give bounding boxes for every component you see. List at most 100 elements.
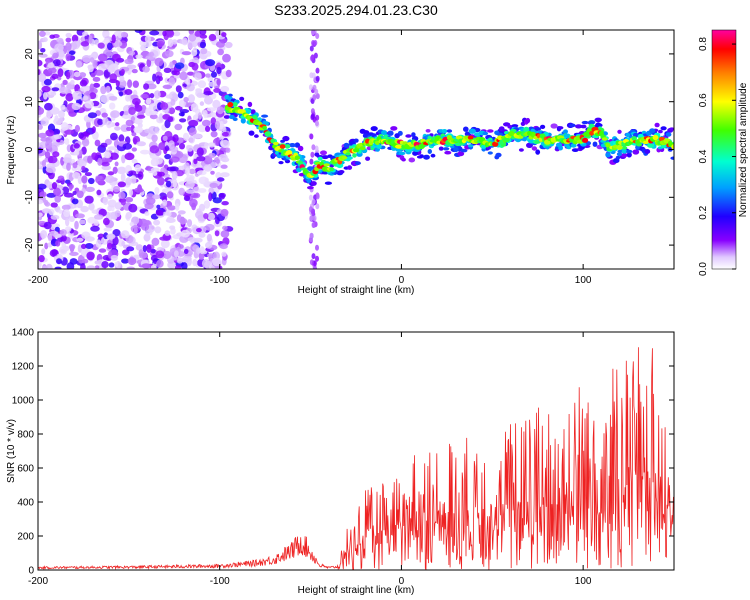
spectrogram-cell [47,67,57,74]
spectrogram-cell [518,148,524,152]
spectrogram-cell [118,191,126,199]
spectrogram-cell [144,35,151,43]
spectrogram-cell [54,115,59,122]
spectrogram-cell [117,166,127,175]
spectrogram-cell [309,158,314,165]
spectrogram-cell [224,41,233,49]
spectrogram-cell [135,104,143,112]
spectrogram-cell [179,118,187,123]
spectrogram-cell [148,110,158,116]
spectrogram-cell [395,144,403,149]
spectrogram-cell [216,66,222,75]
spectrogram-cell [174,123,183,131]
spectrogram-cell [314,120,319,127]
spectrogram-cell [626,152,632,158]
spectrogram-cell [107,199,117,208]
spectrogram-cell [203,155,213,165]
spectrogram-cell [89,83,95,92]
spectrogram-cell [492,141,499,147]
spectrogram-cell [320,150,327,156]
spectrogram-cell [94,69,104,76]
spectrogram-cell [288,143,296,148]
spectrogram-cell [152,171,158,177]
spectrogram-cell [164,230,171,236]
spectrogram-cell [232,117,238,122]
spectrogram-cell [65,93,74,102]
spectrogram-cell [644,149,651,154]
spectrogram-cell [168,77,176,86]
spectrogram-cell [118,134,125,143]
spectrogram-cell [71,198,79,205]
spectrogram-cell [387,130,394,136]
x-tick-label: 0 [399,275,405,286]
spectrogram-cell [72,191,77,195]
spectrogram-cell [222,126,227,133]
spectrogram-cell [142,245,147,253]
spectrogram-cell [44,242,49,250]
spectrogram-cell [164,30,174,37]
spectrogram-cell [617,129,622,134]
spectrogram-cell [38,53,48,58]
spectrogram-cell [170,98,176,106]
spectrogram-cell [117,79,127,88]
spectrogram-cell [310,108,315,115]
spectrogram-cell [58,110,65,119]
spectrogram-cell [394,133,400,139]
spectrogram-cell [103,227,113,232]
spectrogram-cell [616,152,623,157]
spectrogram-cell [134,164,142,172]
spectrogram-cell [143,83,150,90]
spectrogram-cell [109,73,117,82]
spectrogram-cell [208,187,214,194]
spectrogram-cell [162,30,167,37]
spectrogram-cell [167,205,177,211]
spectrogram-cell [211,71,217,78]
spectrogram-cell [401,157,406,162]
spectrogram-cell [503,137,510,143]
spectrogram-cell [97,157,103,166]
spectrogram-cell [254,134,259,138]
spectrogram-cell [86,251,95,261]
spectrogram-cell [134,30,143,33]
spectrogram-cell [68,244,76,250]
spectrogram-cell [539,133,546,139]
spectrogram-cell [66,144,72,153]
snr-series-line [38,347,674,570]
spectrogram-cell [64,138,70,145]
spectrogram-cell [199,246,205,255]
spectrogram-cell [197,112,202,120]
spectrogram-cell [55,240,61,247]
spectrogram-xlabel: Height of straight line (km) [298,285,415,296]
x-tick-label: 100 [575,275,592,286]
spectrogram-cell [193,237,203,243]
spectrogram-cell [649,128,656,134]
spectrogram-cell [110,211,117,220]
spectrogram-cell [208,192,213,202]
spectrogram-cell [100,142,108,148]
spectrogram-cell [95,239,102,248]
spectrogram-cell [314,145,319,152]
spectrogram-cell [167,38,174,48]
spectrogram-cell [160,239,170,249]
spectrogram-cell [309,45,314,52]
spectrogram-cell [170,156,180,163]
spectrogram-cell [122,143,133,150]
spectrogram-cell [65,42,72,51]
spectrogram-cell [77,254,85,264]
spectrogram-cell [148,103,158,111]
spectrogram-cell [88,64,94,73]
spectrogram-cell [151,237,160,246]
spectrogram-cell [365,156,371,161]
spectrogram-cell [165,50,174,58]
spectrogram-cell [101,165,112,171]
spectrogram-cell [181,37,188,46]
spectrogram-cell [444,150,452,155]
spectrogram-cell [84,100,94,109]
spectrogram-cell [215,172,222,179]
spectrogram-cell [121,154,126,164]
y-tick-label: -20 [24,237,35,252]
spectrogram-cell [84,195,94,204]
figure-title: S233.2025.294.01.23.C30 [274,2,438,18]
